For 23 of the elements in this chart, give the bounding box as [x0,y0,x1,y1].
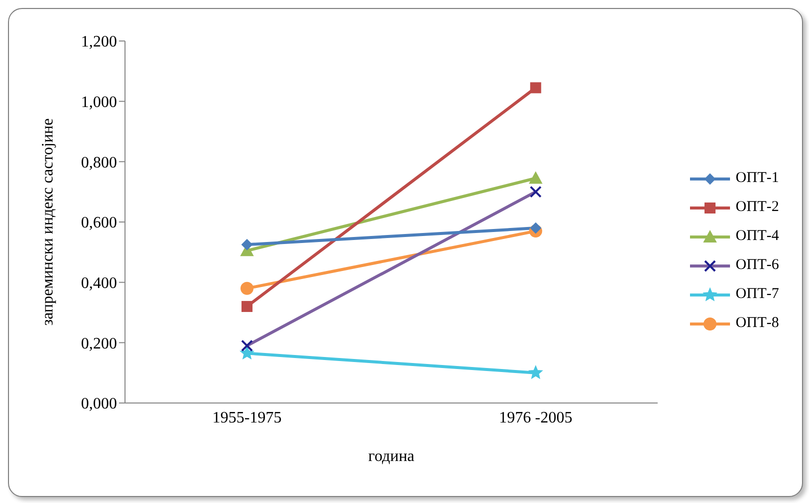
legend-label: ОПТ-4 [736,228,779,245]
legend-label: ОПТ-8 [736,315,779,332]
x-tick-label: 1976 -2005 [499,409,572,426]
y-tick-label: 0,000 [81,396,117,413]
point [528,366,542,379]
y-tick-label: 1,200 [81,34,117,51]
x-tick-label: 1955-1975 [212,409,282,426]
y-tick-label: 0,200 [81,335,117,352]
point [240,346,254,359]
point [240,282,254,295]
point [242,300,252,312]
legend-label: ОПТ-2 [736,199,779,216]
y-tick-label: 0,600 [81,214,117,232]
legend-label: ОПТ-7 [736,286,779,303]
y-tick-label: 1,000 [81,94,117,112]
x-axis-title: година [368,448,414,465]
y-tick-label: 0,400 [81,275,117,292]
point [530,222,542,234]
legend-label: ОПТ-1 [736,170,779,187]
legend-label: ОПТ-6 [736,257,779,274]
point [530,82,542,94]
y-tick-label: 0,800 [81,154,117,172]
y-axis-title: запремински индекс састојине [40,118,57,326]
